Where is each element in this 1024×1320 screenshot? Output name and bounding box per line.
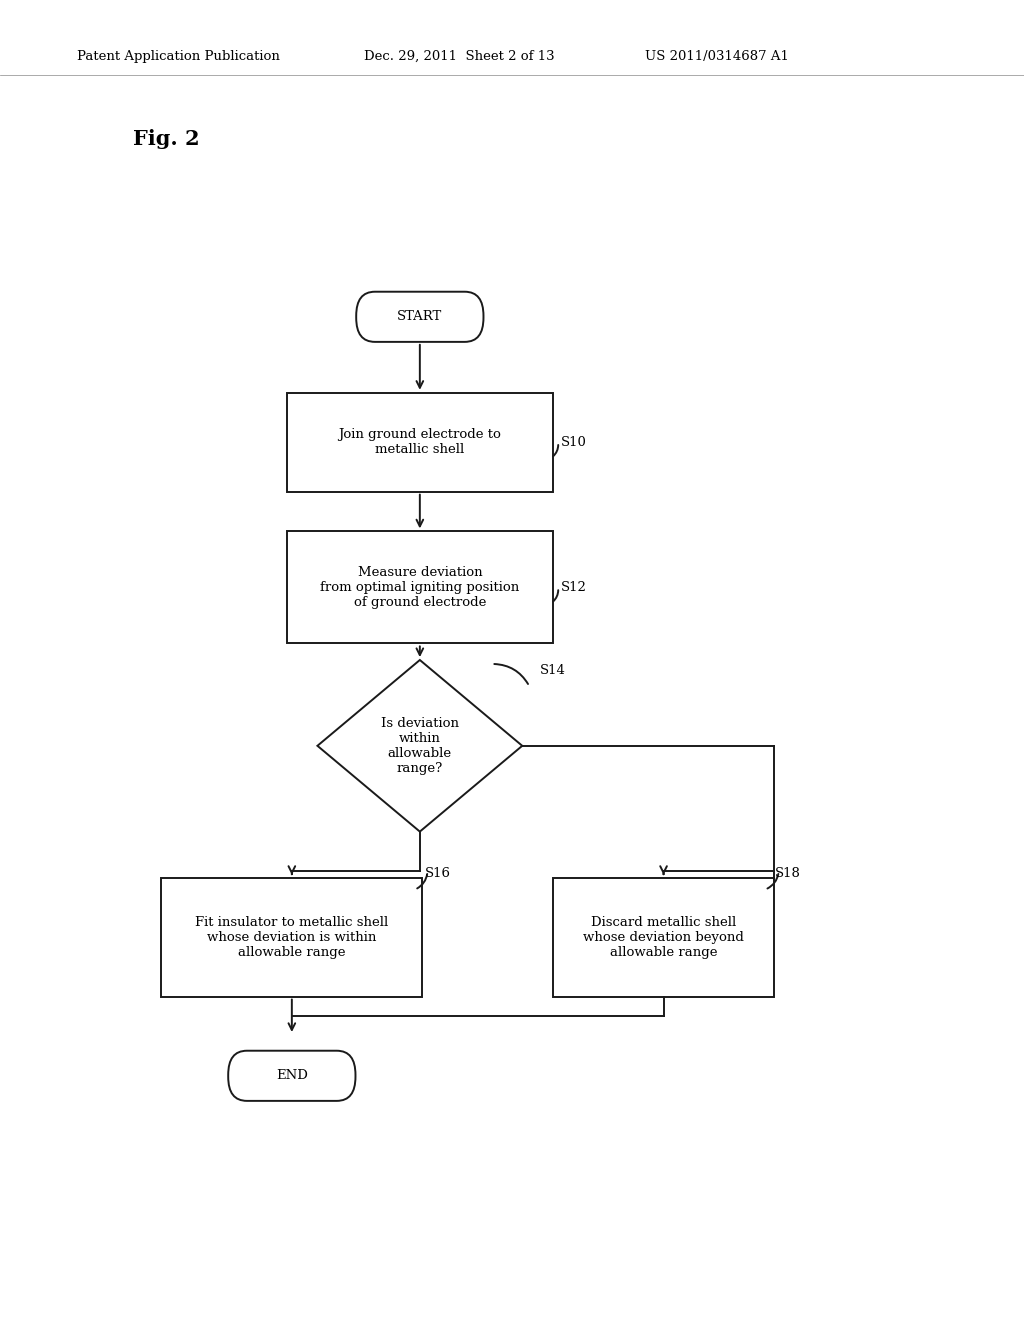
Text: END: END [275,1069,308,1082]
Text: Join ground electrode to
metallic shell: Join ground electrode to metallic shell [338,428,502,457]
Bar [287,393,553,491]
Text: S14: S14 [540,664,565,677]
Text: Discard metallic shell
whose deviation beyond
allowable range: Discard metallic shell whose deviation b… [583,916,744,958]
Text: S16: S16 [425,867,451,880]
Text: S18: S18 [775,867,801,880]
Bar [287,531,553,643]
Polygon shape [317,660,522,832]
Text: Patent Application Publication: Patent Application Publication [77,50,280,63]
Text: Dec. 29, 2011  Sheet 2 of 13: Dec. 29, 2011 Sheet 2 of 13 [364,50,554,63]
Text: S12: S12 [561,581,587,594]
Text: US 2011/0314687 A1: US 2011/0314687 A1 [645,50,790,63]
Text: START: START [397,310,442,323]
Text: Measure deviation
from optimal igniting position
of ground electrode: Measure deviation from optimal igniting … [321,566,519,609]
Text: Is deviation
within
allowable
range?: Is deviation within allowable range? [381,717,459,775]
Bar [553,878,774,997]
Text: S10: S10 [561,436,587,449]
FancyBboxPatch shape [228,1051,355,1101]
Bar [161,878,422,997]
Text: Fit insulator to metallic shell
whose deviation is within
allowable range: Fit insulator to metallic shell whose de… [196,916,388,958]
FancyBboxPatch shape [356,292,483,342]
Text: Fig. 2: Fig. 2 [133,128,200,149]
